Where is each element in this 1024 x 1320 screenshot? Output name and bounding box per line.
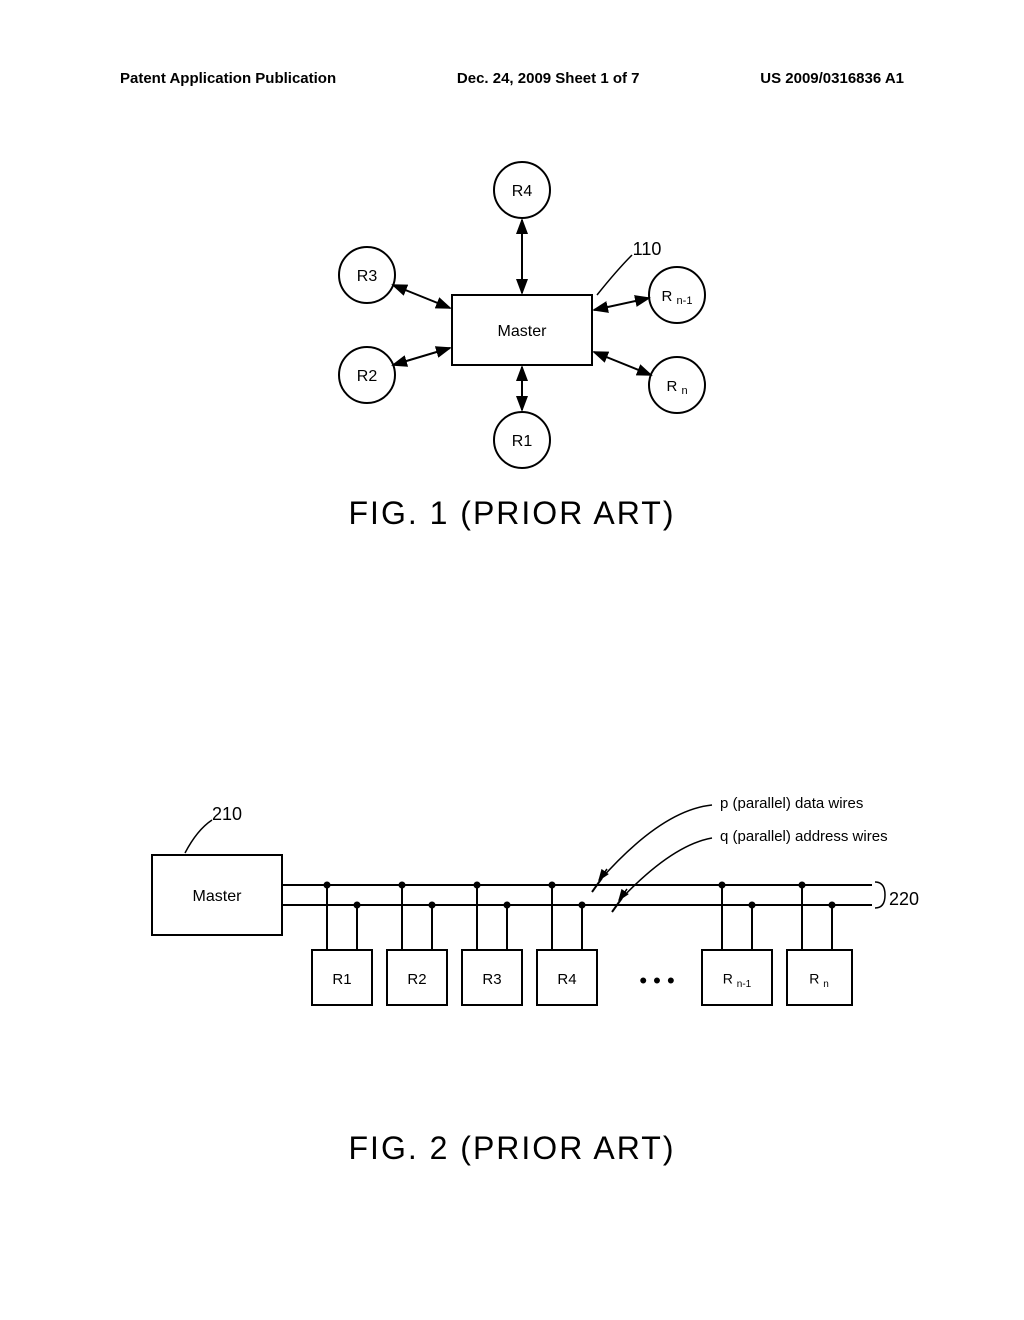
master-label-2: Master	[193, 888, 243, 905]
arrow-r3	[393, 285, 450, 308]
svg-text:R2: R2	[407, 971, 426, 988]
node-r4-label: R4	[512, 183, 533, 200]
data-wire-label: p (parallel) data wires	[720, 795, 863, 812]
fig2-svg: Master 210 p (parallel) data wires q (pa…	[102, 750, 922, 1080]
bus-node-r1: R1	[312, 882, 372, 1006]
svg-text:R n-1: R n-1	[723, 971, 752, 990]
node-r2-label: R2	[357, 368, 378, 385]
page-header: Patent Application Publication Dec. 24, …	[0, 70, 1024, 87]
node-r3-label: R3	[357, 268, 378, 285]
bus-node-rn: R n	[787, 882, 852, 1006]
node-rn1-label: R n-1	[662, 288, 693, 307]
addr-label-line	[620, 838, 712, 900]
arrow-rn	[594, 352, 651, 375]
figure-2: Master 210 p (parallel) data wires q (pa…	[102, 750, 922, 1080]
fig1-caption: FIG. 1 (PRIOR ART)	[0, 495, 1024, 532]
ref-line-110	[597, 255, 632, 295]
node-r1-label: R1	[512, 433, 533, 450]
master-label: Master	[498, 323, 548, 340]
arrow-rn1	[594, 298, 649, 310]
ref-line-210	[185, 820, 212, 853]
addr-wire-label: q (parallel) address wires	[720, 828, 888, 845]
header-right: US 2009/0316836 A1	[760, 70, 904, 87]
bus-node-r4: R4	[537, 882, 597, 1006]
node-rn-label: R n	[666, 378, 687, 397]
figure-1: Master 110 R4 R3 R2 R1 R n-1 R n	[262, 140, 762, 480]
ref-210: 210	[212, 804, 242, 824]
ellipsis: • • •	[639, 968, 674, 993]
svg-text:R n: R n	[809, 971, 829, 990]
ref-110: 110	[633, 239, 662, 259]
svg-text:R3: R3	[482, 971, 501, 988]
arrow-r2	[393, 348, 450, 365]
header-center: Dec. 24, 2009 Sheet 1 of 7	[457, 70, 640, 87]
bus-node-rn1: R n-1	[702, 882, 772, 1006]
fig1-svg: Master 110 R4 R3 R2 R1 R n-1 R n	[262, 140, 762, 480]
ref-220: 220	[889, 889, 919, 909]
svg-text:R4: R4	[557, 971, 576, 988]
brace-220	[875, 882, 885, 908]
bus-node-r2: R2	[387, 882, 447, 1006]
svg-text:R1: R1	[332, 971, 351, 988]
header-left: Patent Application Publication	[120, 70, 336, 87]
fig2-caption: FIG. 2 (PRIOR ART)	[0, 1130, 1024, 1167]
bus-node-r3: R3	[462, 882, 522, 1006]
